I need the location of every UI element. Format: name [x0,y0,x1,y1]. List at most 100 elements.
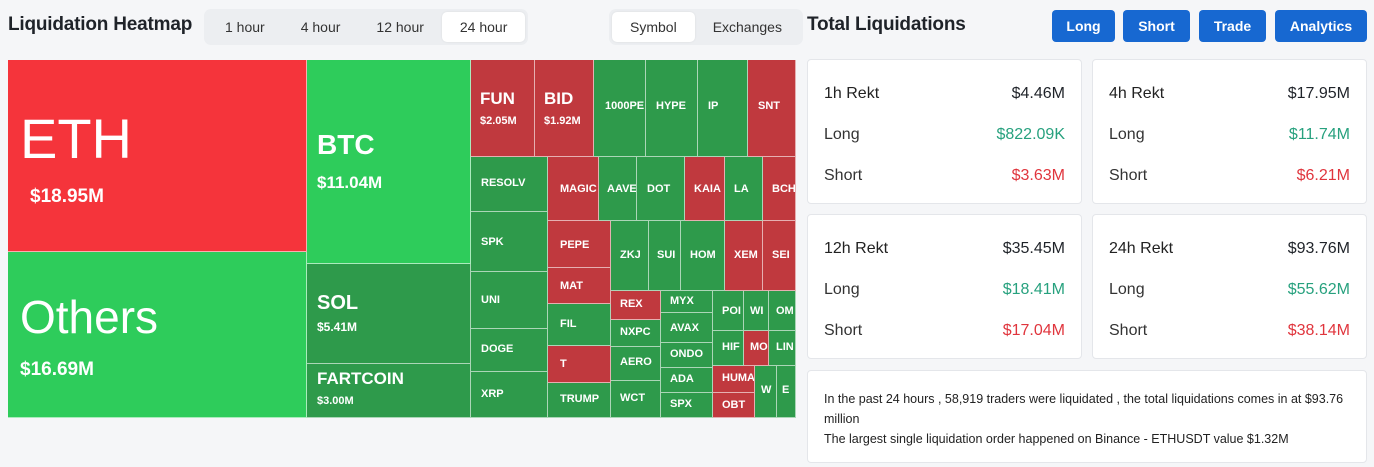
card-short-label: Short [824,167,863,184]
tile-symbol: ONDO [670,348,703,360]
tile-symbol: LIN [776,341,794,353]
tab-24-hour[interactable]: 24 hour [441,12,526,42]
tile-spk[interactable]: SPK [471,212,548,272]
tile-wi[interactable]: WI [744,291,769,331]
summary-line-largest: The largest single liquidation order hap… [824,432,1289,446]
tile-xrp[interactable]: XRP [471,372,548,418]
tile-btc[interactable]: BTC $11.04M [307,60,471,264]
card-period: 4h Rekt [1109,85,1165,102]
tab-12-hour[interactable]: 12 hour [376,19,424,35]
tile-symbol: FIL [560,318,577,330]
tile-w[interactable]: W [755,366,777,418]
tile-sui[interactable]: SUI [649,221,681,291]
tile-symbol: HYPE [656,100,686,112]
tile-doge[interactable]: DOGE [471,329,548,372]
card-short-label: Short [824,322,863,339]
tile-symbol: XRP [481,388,504,400]
tile-spx[interactable]: SPX [661,393,713,418]
tile-myx[interactable]: MYX [661,291,713,313]
rekt-card-24h: 24h Rekt $93.76M Long $55.62M Short $38.14M [1092,214,1367,359]
tile-trump[interactable]: TRUMP [548,383,611,418]
tile-huma[interactable]: HUMA [713,366,755,393]
tile-om[interactable]: OM [769,291,796,331]
tile-sol[interactable]: SOL $5.41M [307,264,471,364]
tile-snt[interactable]: SNT [748,60,796,157]
tile-symbol: MYX [670,295,694,307]
tile-avax[interactable]: AVAX [661,313,713,343]
tile-fil[interactable]: FIL [548,304,611,346]
tile-symbol: FARTCOIN [317,369,404,388]
tile-sei[interactable]: SEI [763,221,796,291]
tile-symbol: HOM [690,249,716,261]
card-long-value: $822.09K [996,126,1065,143]
tile-resolv[interactable]: RESOLV [471,157,548,212]
tile-rex[interactable]: REX [611,291,661,320]
tab-exchanges[interactable]: Exchanges [712,19,782,35]
tile-hom[interactable]: HOM [681,221,725,291]
tile-hif[interactable]: HIF [713,331,744,366]
tile-obt[interactable]: OBT [713,393,755,418]
card-long-label: Long [1109,126,1145,143]
tab-1-hour[interactable]: 1 hour [225,19,265,35]
tile-symbol: POI [722,305,741,317]
tile-pepe[interactable]: PEPE [548,221,611,268]
tile-uni[interactable]: UNI [471,272,548,329]
tile-symbol: SUI [657,249,676,261]
tile-symbol: HUMA [722,372,755,384]
short-button[interactable]: Short [1123,10,1190,42]
tile-hype[interactable]: HYPE [646,60,698,157]
tile-aero[interactable]: AERO [611,347,661,381]
analytics-button[interactable]: Analytics [1275,10,1367,42]
tile-la[interactable]: LA [725,157,763,221]
tile-ada[interactable]: ADA [661,368,713,393]
tile-others[interactable]: Others $16.69M [8,252,307,418]
tile-bch[interactable]: BCH [763,157,796,221]
tile-wct[interactable]: WCT [611,381,661,418]
tile-symbol: PEPE [560,239,590,251]
tile-eth[interactable]: ETH $18.95M [8,60,307,252]
tile-dot[interactable]: DOT [637,157,685,221]
tab-4-hour[interactable]: 4 hour [300,19,341,35]
tile-symbol: T [560,358,567,370]
tile-symbol: OBT [722,399,746,411]
tile-t[interactable]: T [548,346,611,383]
card-period: 12h Rekt [824,240,889,257]
tile-aave[interactable]: AAVE [599,157,637,221]
tile-1000pe[interactable]: 1000PE [594,60,646,157]
tile-poi[interactable]: POI [713,291,744,331]
view-selector: Symbol Exchanges [609,9,803,45]
tile-symbol: REX [620,298,643,310]
tile-e[interactable]: E [777,366,796,418]
tile-zkj[interactable]: ZKJ [611,221,649,291]
card-short-label: Short [1109,322,1148,339]
tile-mat[interactable]: MAT [548,268,611,304]
tile-kaia[interactable]: KAIA [685,157,725,221]
tile-xem[interactable]: XEM [725,221,763,291]
tile-mo[interactable]: MO [744,331,769,366]
tab-symbol[interactable]: Symbol [612,12,695,42]
tile-symbol: XEM [734,249,758,261]
card-long-value: $11.74M [1288,126,1350,143]
tile-value: $2.05M [480,114,517,127]
tile-ip[interactable]: IP [698,60,748,157]
tile-fun[interactable]: FUN $2.05M [471,60,535,157]
tile-bid[interactable]: BID $1.92M [535,60,594,157]
liquidation-treemap: ETH $18.95M Others $16.69M BTC $11.04M SOL $5.4… [8,60,796,418]
liquidation-summary: In the past 24 hours , 58,919 traders we… [807,370,1367,463]
rekt-card-1h: 1h Rekt $4.46M Long $822.09K Short $3.63M [807,59,1082,204]
tile-symbol: E [782,384,790,396]
card-long-label: Long [1109,281,1145,298]
tile-symbol: W [761,384,772,396]
tile-ondo[interactable]: ONDO [661,343,713,368]
trade-button[interactable]: Trade [1199,10,1266,42]
tile-fartcoin[interactable]: FARTCOIN $3.00M [307,364,471,418]
tile-symbol: DOT [647,183,671,195]
tile-magic[interactable]: MAGIC [548,157,599,221]
tile-lin[interactable]: LIN [769,331,796,366]
card-long-value: $18.41M [1002,281,1065,298]
long-button[interactable]: Long [1052,10,1115,42]
tile-nxpc[interactable]: NXPC [611,320,661,347]
tile-symbol: SOL [317,292,359,314]
card-period: 1h Rekt [824,85,880,102]
tile-value: $1.92M [544,114,581,127]
